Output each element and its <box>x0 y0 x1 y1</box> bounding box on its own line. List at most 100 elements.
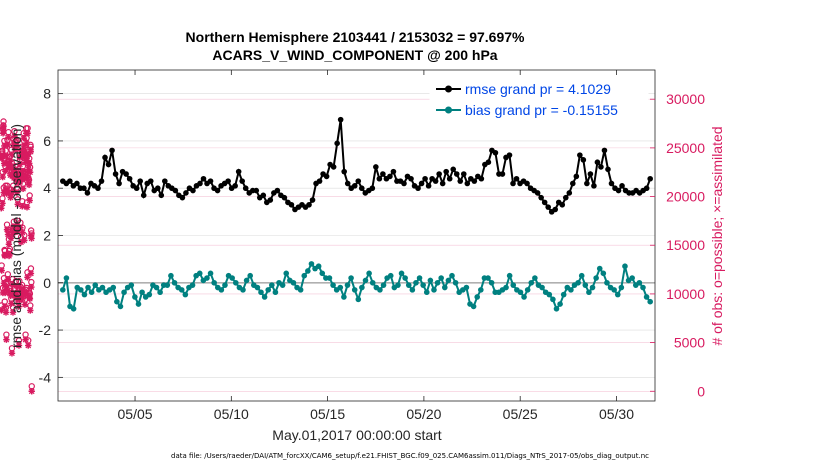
rmse-point <box>84 190 91 196</box>
rmse-point <box>647 175 653 182</box>
bias-point <box>409 287 416 293</box>
left-y-tick-label: 6 <box>43 133 51 149</box>
bias-point <box>589 284 596 291</box>
rmse-point <box>376 175 383 182</box>
bias-point <box>232 279 239 286</box>
obs-assimilated-point <box>4 141 11 149</box>
bias-point <box>218 287 225 293</box>
obs-assimilated-point <box>3 226 11 233</box>
bias-point <box>524 287 531 293</box>
obs-assimilated-point <box>8 151 15 158</box>
bias-point <box>604 279 610 286</box>
obs-mark-stroke <box>19 229 26 236</box>
rmse-point <box>643 185 650 192</box>
obs-count-markers <box>0 118 35 395</box>
x-tick-label: 05/30 <box>599 406 634 422</box>
rmse-point <box>123 171 129 177</box>
rmse-point <box>513 175 520 182</box>
bias-point <box>445 277 452 284</box>
bias-point <box>344 282 351 288</box>
obs-assimilated-point <box>19 168 27 175</box>
obs-mark-stroke <box>11 133 18 140</box>
left-y-tick-label: 0 <box>43 275 51 291</box>
bias-point <box>139 289 145 296</box>
rmse-point <box>281 194 288 201</box>
bias-point <box>189 282 196 288</box>
rmse-point <box>566 190 573 196</box>
bias-point <box>204 275 210 281</box>
rmse-point <box>239 178 245 184</box>
rmse-point <box>98 178 105 184</box>
bias-point <box>301 272 308 279</box>
obs-mark-stroke <box>14 222 21 229</box>
left-y-tick-label: -4 <box>39 369 52 385</box>
bias-point <box>611 287 617 293</box>
obs-mark-stroke <box>25 166 32 173</box>
obs-assimilated-point <box>1 303 8 310</box>
obs-mark-stroke <box>26 182 32 188</box>
rmse-point <box>232 183 238 189</box>
rmse-point <box>538 194 544 201</box>
rmse-point <box>253 187 260 194</box>
bias-point <box>622 263 628 270</box>
bias-point <box>593 275 599 281</box>
obs-mark-stroke <box>4 226 10 233</box>
obs-mark-stroke <box>6 241 12 248</box>
bias-point <box>478 287 484 293</box>
bias-point <box>438 275 444 281</box>
obs-assimilated-point <box>9 309 17 316</box>
data-file-footer: data file: /Users/raeder/DAI/ATM_forcXX/… <box>171 452 649 460</box>
bias-point <box>578 272 585 279</box>
bias-point <box>366 270 372 277</box>
rmse-point <box>485 159 492 166</box>
obs-assimilated-point <box>21 301 29 308</box>
obs-mark-stroke <box>4 142 11 148</box>
obs-mark-stroke <box>9 281 16 288</box>
bias-point <box>423 289 430 296</box>
rmse-point <box>112 171 119 177</box>
obs-assimilated-point <box>0 205 5 212</box>
rmse-point <box>183 190 189 196</box>
obs-mark-stroke <box>0 174 6 180</box>
obs-mark-stroke <box>28 388 35 395</box>
bias-point <box>337 284 344 291</box>
obs-mark-stroke <box>26 160 33 167</box>
obs-mark-stroke <box>4 276 11 283</box>
bias-point <box>546 291 553 298</box>
rmse-point <box>510 180 516 187</box>
obs-mark-stroke <box>23 140 30 146</box>
obs-mark-stroke <box>8 151 15 158</box>
rmse-point <box>140 192 147 199</box>
bias-point <box>283 270 290 277</box>
obs-assimilated-point <box>15 303 22 310</box>
obs-assimilated-point <box>27 270 35 277</box>
x-tick-label: 05/10 <box>214 406 249 422</box>
obs-assimilated-point <box>19 229 26 236</box>
obs-mark-stroke <box>6 290 13 296</box>
rmse-point <box>436 171 442 177</box>
rmse-point <box>102 154 108 161</box>
rmse-point <box>453 171 460 177</box>
obs-assimilated-point <box>27 307 34 314</box>
obs-mark-stroke <box>24 157 31 164</box>
bias-point <box>362 277 369 284</box>
legend: rmse grand pr = 4.1029 bias grand pr = -… <box>429 79 649 123</box>
obs-mark-stroke <box>27 307 34 314</box>
obs-mark-stroke <box>3 336 10 343</box>
obs-mark-stroke <box>21 149 28 156</box>
bias-point <box>243 277 250 284</box>
obs-assimilated-point <box>24 130 31 137</box>
bias-point <box>272 289 279 296</box>
right-y-tick-label: 15000 <box>666 237 705 253</box>
bias-point <box>178 287 185 293</box>
rmse-point <box>580 157 587 163</box>
chart-title-line2: ACARS_V_WIND_COMPONENT @ 200 hPa <box>212 47 497 63</box>
obs-assimilated-point <box>23 204 31 211</box>
obs-assimilated-point <box>5 241 13 248</box>
rmse-point <box>242 185 249 192</box>
legend-rmse-label: rmse grand pr = 4.1029 <box>465 81 611 97</box>
bias-point <box>164 282 171 288</box>
bias-point <box>586 289 592 296</box>
bias-point <box>114 298 120 305</box>
bias-point <box>557 301 563 307</box>
